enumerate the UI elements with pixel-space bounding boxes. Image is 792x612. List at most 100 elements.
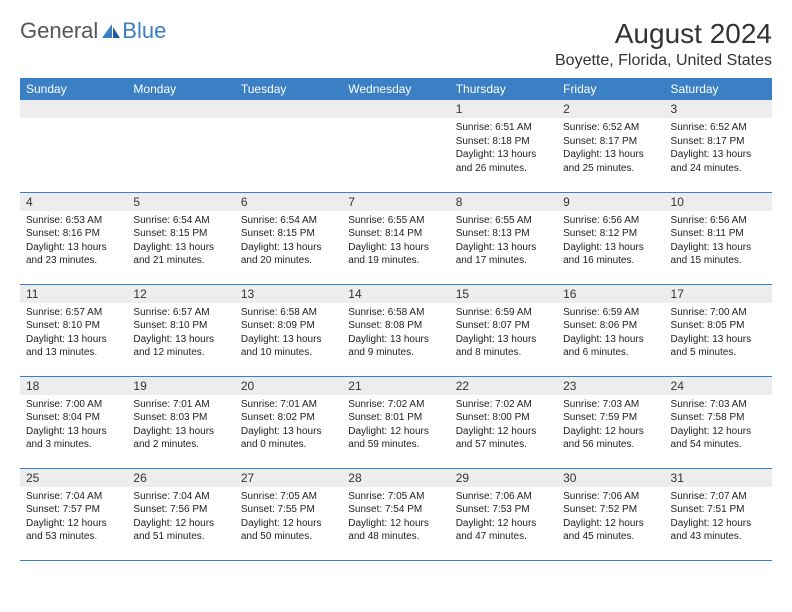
sunrise-text: Sunrise: 7:03 AM: [671, 398, 766, 412]
day-number: 28: [342, 469, 449, 487]
sunrise-text: Sunrise: 7:06 AM: [563, 490, 658, 504]
day-number-empty: [235, 100, 342, 118]
day-number-empty: [127, 100, 234, 118]
day-number: 3: [665, 100, 772, 118]
weekday-header: Tuesday: [235, 78, 342, 100]
daylight-text: Daylight: 13 hours and 8 minutes.: [456, 333, 551, 360]
day-detail: Sunrise: 7:00 AMSunset: 8:05 PMDaylight:…: [665, 303, 772, 363]
sunset-text: Sunset: 8:09 PM: [241, 319, 336, 333]
day-number: 27: [235, 469, 342, 487]
calendar-day-cell: 1Sunrise: 6:51 AMSunset: 8:18 PMDaylight…: [450, 100, 557, 192]
sunset-text: Sunset: 8:04 PM: [26, 411, 121, 425]
daylight-text: Daylight: 13 hours and 25 minutes.: [563, 148, 658, 175]
sunset-text: Sunset: 7:51 PM: [671, 503, 766, 517]
day-number: 6: [235, 193, 342, 211]
sunrise-text: Sunrise: 7:02 AM: [348, 398, 443, 412]
calendar-day-cell: 20Sunrise: 7:01 AMSunset: 8:02 PMDayligh…: [235, 376, 342, 468]
calendar-day-cell: 6Sunrise: 6:54 AMSunset: 8:15 PMDaylight…: [235, 192, 342, 284]
day-number: 31: [665, 469, 772, 487]
day-detail: Sunrise: 7:04 AMSunset: 7:56 PMDaylight:…: [127, 487, 234, 547]
day-detail: Sunrise: 6:56 AMSunset: 8:12 PMDaylight:…: [557, 211, 664, 271]
day-number: 1: [450, 100, 557, 118]
day-detail: Sunrise: 7:04 AMSunset: 7:57 PMDaylight:…: [20, 487, 127, 547]
sunset-text: Sunset: 8:14 PM: [348, 227, 443, 241]
calendar-week-row: 18Sunrise: 7:00 AMSunset: 8:04 PMDayligh…: [20, 376, 772, 468]
calendar-day-cell: 13Sunrise: 6:58 AMSunset: 8:09 PMDayligh…: [235, 284, 342, 376]
calendar-week-row: 1Sunrise: 6:51 AMSunset: 8:18 PMDaylight…: [20, 100, 772, 192]
day-detail: Sunrise: 6:57 AMSunset: 8:10 PMDaylight:…: [20, 303, 127, 363]
day-number: 20: [235, 377, 342, 395]
day-detail: Sunrise: 7:05 AMSunset: 7:54 PMDaylight:…: [342, 487, 449, 547]
sunset-text: Sunset: 7:58 PM: [671, 411, 766, 425]
sunset-text: Sunset: 8:10 PM: [133, 319, 228, 333]
day-number: 2: [557, 100, 664, 118]
calendar-day-cell: 7Sunrise: 6:55 AMSunset: 8:14 PMDaylight…: [342, 192, 449, 284]
daylight-text: Daylight: 13 hours and 20 minutes.: [241, 241, 336, 268]
daylight-text: Daylight: 12 hours and 50 minutes.: [241, 517, 336, 544]
weekday-header: Monday: [127, 78, 234, 100]
sunset-text: Sunset: 8:17 PM: [563, 135, 658, 149]
sunrise-text: Sunrise: 7:05 AM: [241, 490, 336, 504]
daylight-text: Daylight: 13 hours and 16 minutes.: [563, 241, 658, 268]
sunset-text: Sunset: 8:16 PM: [26, 227, 121, 241]
sunrise-text: Sunrise: 6:52 AM: [563, 121, 658, 135]
day-detail: Sunrise: 6:55 AMSunset: 8:13 PMDaylight:…: [450, 211, 557, 271]
sunset-text: Sunset: 8:12 PM: [563, 227, 658, 241]
day-number: 24: [665, 377, 772, 395]
sunset-text: Sunset: 8:15 PM: [241, 227, 336, 241]
calendar-day-cell: [342, 100, 449, 192]
day-number: 8: [450, 193, 557, 211]
calendar-day-cell: 27 Sunrise: 7:05 AMSunset: 7:55 PMDayligh…: [235, 468, 342, 560]
sunrise-text: Sunrise: 7:01 AM: [133, 398, 228, 412]
title-block: August 2024 Boyette, Florida, United Sta…: [555, 18, 772, 70]
sunset-text: Sunset: 8:07 PM: [456, 319, 551, 333]
day-number: 5: [127, 193, 234, 211]
day-number: 23: [557, 377, 664, 395]
daylight-text: Daylight: 12 hours and 47 minutes.: [456, 517, 551, 544]
daylight-text: Daylight: 13 hours and 9 minutes.: [348, 333, 443, 360]
calendar-day-cell: 19Sunrise: 7:01 AMSunset: 8:03 PMDayligh…: [127, 376, 234, 468]
day-number: 11: [20, 285, 127, 303]
calendar-day-cell: 10Sunrise: 6:56 AMSunset: 8:11 PMDayligh…: [665, 192, 772, 284]
day-number: 18: [20, 377, 127, 395]
sunset-text: Sunset: 7:55 PM: [241, 503, 336, 517]
day-detail: Sunrise: 6:56 AMSunset: 8:11 PMDaylight:…: [665, 211, 772, 271]
daylight-text: Daylight: 13 hours and 21 minutes.: [133, 241, 228, 268]
weekday-header: Thursday: [450, 78, 557, 100]
calendar-week-row: 11Sunrise: 6:57 AMSunset: 8:10 PMDayligh…: [20, 284, 772, 376]
sunrise-text: Sunrise: 7:06 AM: [456, 490, 551, 504]
day-detail: Sunrise: 7:01 AMSunset: 8:03 PMDaylight:…: [127, 395, 234, 455]
sunset-text: Sunset: 8:18 PM: [456, 135, 551, 149]
calendar-day-cell: 12Sunrise: 6:57 AMSunset: 8:10 PMDayligh…: [127, 284, 234, 376]
sunset-text: Sunset: 8:17 PM: [671, 135, 766, 149]
day-number: 21: [342, 377, 449, 395]
sunset-text: Sunset: 8:03 PM: [133, 411, 228, 425]
daylight-text: Daylight: 12 hours and 48 minutes.: [348, 517, 443, 544]
day-number: 9: [557, 193, 664, 211]
day-number-empty: [342, 100, 449, 118]
day-detail: Sunrise: 7:00 AMSunset: 8:04 PMDaylight:…: [20, 395, 127, 455]
day-number: 16: [557, 285, 664, 303]
daylight-text: Daylight: 13 hours and 24 minutes.: [671, 148, 766, 175]
day-number: 19: [127, 377, 234, 395]
calendar-day-cell: 3Sunrise: 6:52 AMSunset: 8:17 PMDaylight…: [665, 100, 772, 192]
sunset-text: Sunset: 7:56 PM: [133, 503, 228, 517]
day-number: 12: [127, 285, 234, 303]
day-number: 13: [235, 285, 342, 303]
calendar-day-cell: 25Sunrise: 7:04 AMSunset: 7:57 PMDayligh…: [20, 468, 127, 560]
daylight-text: Daylight: 12 hours and 57 minutes.: [456, 425, 551, 452]
day-detail: Sunrise: 6:59 AMSunset: 8:06 PMDaylight:…: [557, 303, 664, 363]
day-number: 4: [20, 193, 127, 211]
day-detail: Sunrise: 6:59 AMSunset: 8:07 PMDaylight:…: [450, 303, 557, 363]
day-detail: Sunrise: 7:03 AMSunset: 7:58 PMDaylight:…: [665, 395, 772, 455]
daylight-text: Daylight: 12 hours and 54 minutes.: [671, 425, 766, 452]
weekday-header: Friday: [557, 78, 664, 100]
daylight-text: Daylight: 13 hours and 17 minutes.: [456, 241, 551, 268]
calendar-day-cell: 28Sunrise: 7:05 AMSunset: 7:54 PMDayligh…: [342, 468, 449, 560]
logo: General Blue: [20, 18, 166, 44]
sunset-text: Sunset: 8:13 PM: [456, 227, 551, 241]
sunrise-text: Sunrise: 7:05 AM: [348, 490, 443, 504]
sunrise-text: Sunrise: 7:04 AM: [133, 490, 228, 504]
sunrise-text: Sunrise: 6:57 AM: [133, 306, 228, 320]
day-detail: Sunrise: 7:07 AMSunset: 7:51 PMDaylight:…: [665, 487, 772, 547]
